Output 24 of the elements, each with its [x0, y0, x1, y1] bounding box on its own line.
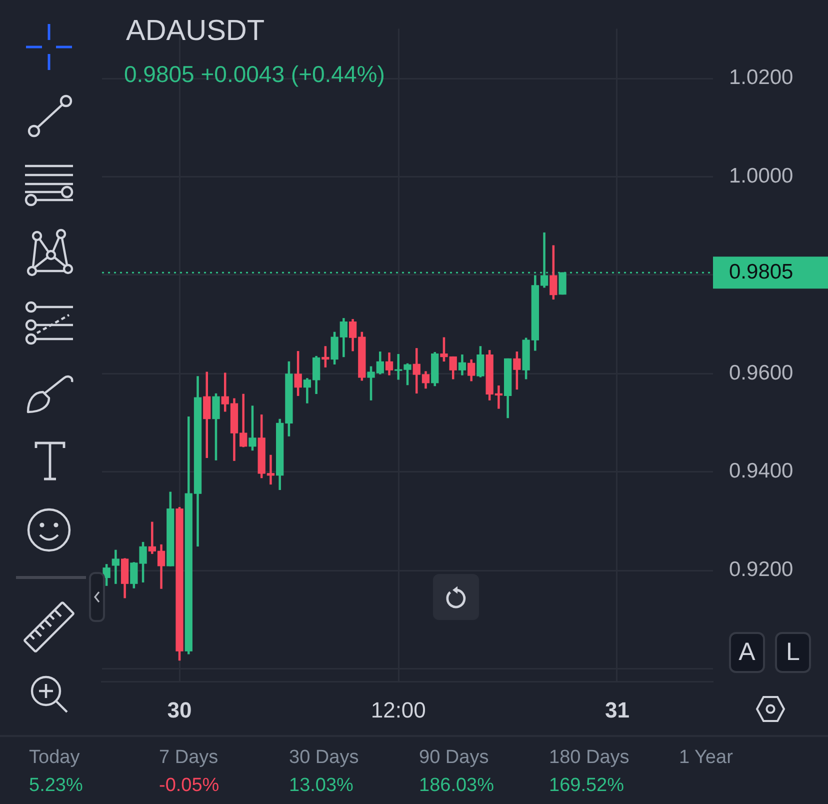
text: 0.9805 +0.0043 (+0.44%)	[124, 61, 385, 88]
text: -0.05%	[159, 775, 220, 796]
x-tick-label: 30	[167, 697, 192, 722]
category-label: 30 Days	[289, 747, 359, 769]
y-tick-label: 0.9400	[729, 460, 794, 483]
y-tick-label: 1.0000	[729, 164, 794, 188]
x-tick-label: 12:00	[370, 697, 426, 722]
y-tick-label: 1.0200	[729, 66, 794, 90]
text: 13.03%	[289, 775, 354, 796]
text: 186.03%	[419, 775, 494, 796]
category-label: 90 Days	[419, 747, 490, 769]
category-label: 7 Days	[159, 747, 220, 769]
category-label: 1 Year	[679, 747, 733, 769]
category-label: Today	[29, 747, 81, 769]
text: L	[786, 638, 800, 667]
x-tick-label: 31	[605, 697, 630, 722]
y-tick-label: 0.9200	[729, 558, 794, 582]
ref-line-label: 0.9805	[729, 260, 794, 284]
category-label: 180 Days	[549, 747, 630, 769]
y-tick-label: 0.9600	[729, 361, 794, 384]
chart-title: ADAUSDT	[126, 15, 265, 48]
text: 169.52%	[549, 775, 624, 796]
text: 5.23%	[29, 775, 83, 796]
text: A	[738, 638, 756, 667]
